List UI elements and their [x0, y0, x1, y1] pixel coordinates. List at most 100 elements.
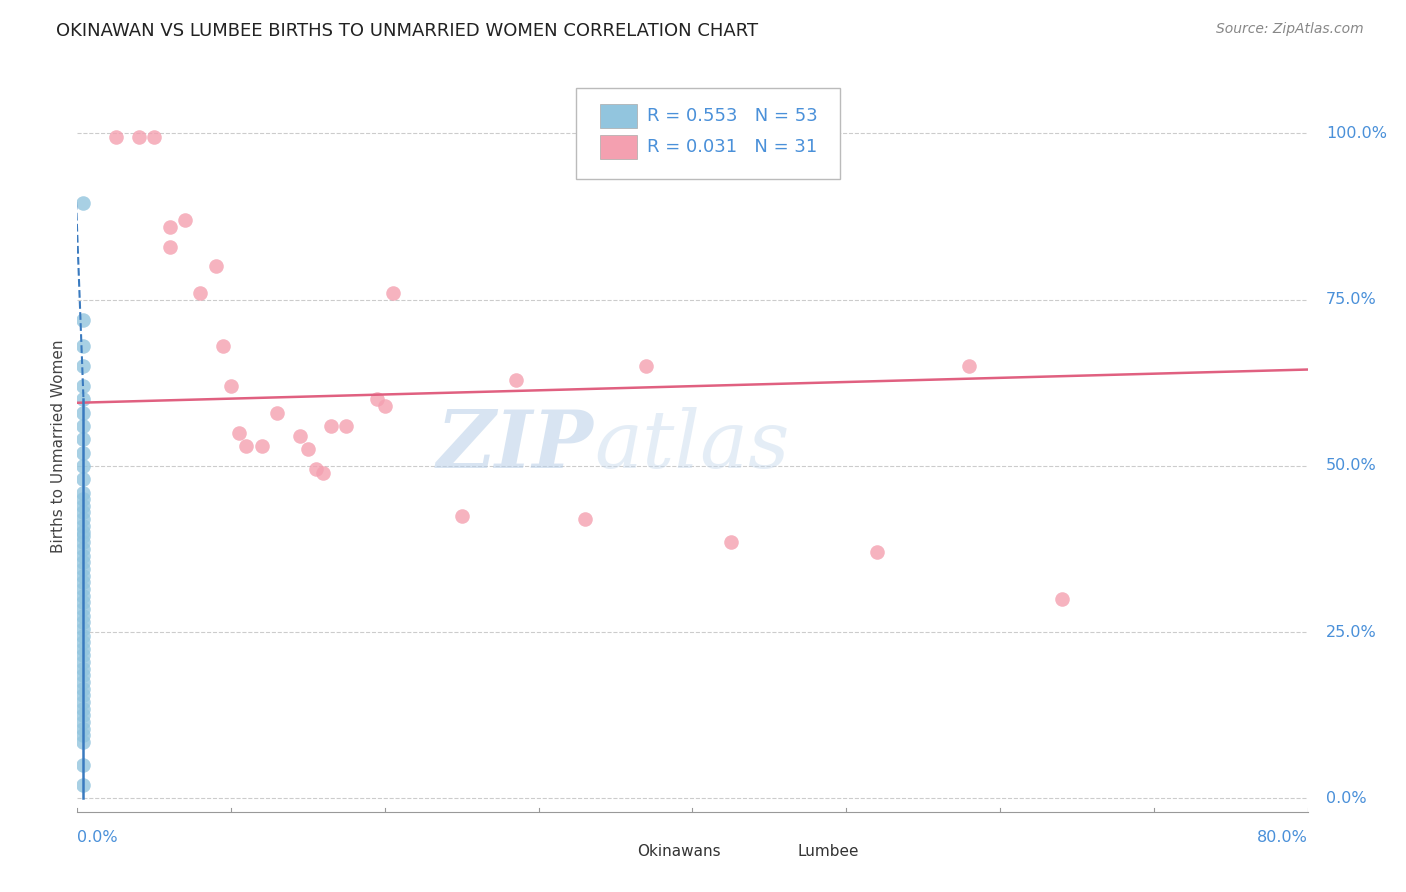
Point — [72, 602, 94, 616]
Point — [574, 512, 596, 526]
Point — [72, 339, 94, 353]
Text: 75.0%: 75.0% — [1326, 293, 1376, 307]
Point — [335, 419, 357, 434]
Text: 100.0%: 100.0% — [1326, 126, 1388, 141]
Point — [72, 312, 94, 326]
Point — [866, 545, 889, 559]
Text: Lumbee: Lumbee — [797, 844, 859, 859]
Point — [72, 549, 94, 563]
Point — [212, 339, 235, 353]
Point — [319, 419, 342, 434]
Text: OKINAWAN VS LUMBEE BIRTHS TO UNMARRIED WOMEN CORRELATION CHART: OKINAWAN VS LUMBEE BIRTHS TO UNMARRIED W… — [56, 22, 758, 40]
Point — [250, 439, 273, 453]
Text: R = 0.553   N = 53: R = 0.553 N = 53 — [647, 107, 818, 125]
Point — [72, 714, 94, 729]
Text: 80.0%: 80.0% — [1257, 830, 1308, 845]
Point — [72, 512, 94, 526]
Point — [72, 701, 94, 715]
Point — [72, 628, 94, 642]
Text: 0.0%: 0.0% — [1326, 791, 1367, 805]
Point — [72, 433, 94, 447]
Point — [72, 575, 94, 590]
Point — [720, 535, 742, 549]
Point — [450, 508, 472, 523]
FancyBboxPatch shape — [600, 136, 637, 159]
Text: Source: ZipAtlas.com: Source: ZipAtlas.com — [1216, 22, 1364, 37]
Text: ZIP: ZIP — [437, 408, 595, 484]
Point — [957, 359, 980, 374]
Point — [72, 722, 94, 736]
Point — [72, 359, 94, 374]
Text: 25.0%: 25.0% — [1326, 624, 1376, 640]
Point — [1050, 591, 1073, 606]
Point — [72, 648, 94, 663]
Point — [305, 462, 328, 476]
Point — [72, 445, 94, 459]
Point — [228, 425, 250, 440]
Point — [72, 568, 94, 582]
FancyBboxPatch shape — [754, 843, 789, 859]
Point — [72, 506, 94, 520]
Point — [72, 518, 94, 533]
Point — [72, 419, 94, 434]
Point — [72, 525, 94, 540]
Point — [72, 681, 94, 696]
Point — [72, 655, 94, 669]
Point — [128, 129, 150, 144]
Point — [72, 472, 94, 486]
Point — [72, 555, 94, 569]
Y-axis label: Births to Unmarried Women: Births to Unmarried Women — [51, 339, 66, 553]
Point — [72, 595, 94, 609]
FancyBboxPatch shape — [600, 104, 637, 128]
Point — [636, 359, 658, 374]
Point — [72, 492, 94, 507]
Text: 50.0%: 50.0% — [1326, 458, 1376, 474]
Point — [72, 535, 94, 549]
Text: 0.0%: 0.0% — [77, 830, 118, 845]
Text: atlas: atlas — [595, 408, 789, 484]
FancyBboxPatch shape — [575, 87, 841, 179]
Text: Okinawans: Okinawans — [637, 844, 721, 859]
Point — [72, 662, 94, 676]
Point — [174, 213, 197, 227]
Point — [72, 499, 94, 513]
Point — [159, 239, 181, 253]
Point — [312, 466, 335, 480]
Point — [72, 406, 94, 420]
Point — [72, 675, 94, 690]
Point — [72, 529, 94, 543]
Point — [72, 615, 94, 630]
Point — [72, 635, 94, 649]
Point — [72, 458, 94, 473]
Point — [72, 622, 94, 636]
Point — [72, 562, 94, 576]
Point — [72, 542, 94, 557]
Point — [290, 429, 312, 443]
Point — [72, 695, 94, 709]
Point — [72, 582, 94, 596]
Point — [143, 129, 166, 144]
Point — [72, 689, 94, 703]
FancyBboxPatch shape — [595, 843, 628, 859]
Point — [72, 392, 94, 407]
Point — [72, 735, 94, 749]
Point — [297, 442, 319, 457]
Point — [381, 286, 404, 301]
Point — [72, 485, 94, 500]
Point — [505, 372, 527, 386]
Point — [204, 260, 226, 274]
Text: R = 0.031   N = 31: R = 0.031 N = 31 — [647, 138, 817, 156]
Point — [72, 728, 94, 742]
Point — [72, 778, 94, 792]
Point — [72, 668, 94, 682]
Point — [159, 219, 181, 234]
Point — [72, 708, 94, 723]
Point — [188, 286, 212, 301]
Point — [104, 129, 127, 144]
Point — [72, 608, 94, 623]
Point — [366, 392, 388, 407]
Point — [219, 379, 242, 393]
Point — [235, 439, 257, 453]
Point — [72, 379, 94, 393]
Point — [72, 758, 94, 772]
